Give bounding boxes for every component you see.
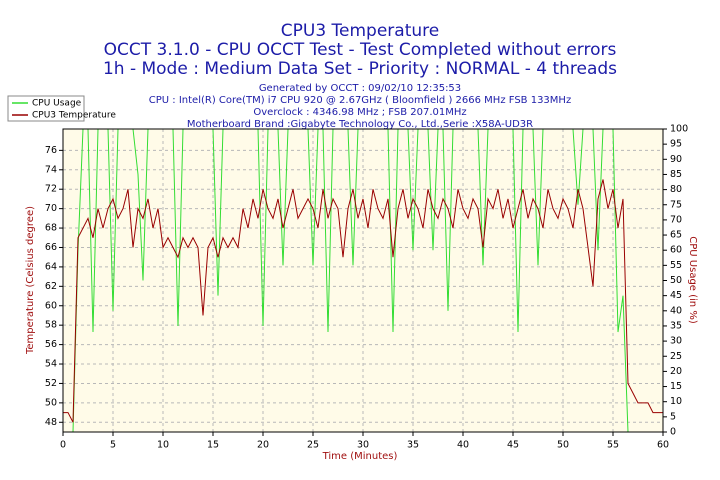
x-tick-label: 35 (407, 440, 419, 451)
y2-tick-label: 60 (670, 245, 682, 256)
chart-subtitle: OCCT 3.1.0 - CPU OCCT Test - Test Comple… (104, 40, 617, 60)
x-tick-label: 45 (507, 440, 519, 451)
y-tick-label: 56 (45, 339, 57, 350)
y2-tick-label: 15 (670, 381, 682, 392)
x-tick-label: 5 (110, 440, 116, 451)
x-tick-label: 0 (60, 440, 66, 451)
y2-axis-label: CPU Usage (in %) (687, 236, 698, 324)
info-line: Motherboard Brand :Gigabyte Technology C… (187, 119, 533, 130)
y-tick-label: 62 (45, 281, 57, 292)
y2-tick-label: 65 (670, 230, 682, 241)
y-tick-label: 58 (45, 320, 57, 331)
x-tick-label: 60 (657, 440, 669, 451)
y2-tick-label: 90 (670, 154, 682, 165)
x-tick-label: 55 (607, 440, 619, 451)
y2-tick-label: 85 (670, 169, 682, 180)
x-tick-label: 10 (157, 440, 169, 451)
y-axis-label: Temperature (Celsius degree) (25, 206, 36, 355)
info-line: Generated by OCCT : 09/02/10 12:35:53 (259, 83, 461, 94)
x-tick-label: 50 (557, 440, 569, 451)
y2-tick-label: 10 (670, 396, 682, 407)
y-tick-label: 60 (45, 300, 57, 311)
y-tick-label: 76 (45, 145, 57, 156)
y2-tick-label: 45 (670, 290, 682, 301)
y-tick-label: 74 (45, 164, 57, 175)
y2-tick-label: 75 (670, 199, 682, 210)
y2-tick-label: 80 (670, 184, 682, 195)
y2-tick-label: 20 (670, 366, 682, 377)
x-tick-label: 15 (207, 440, 219, 451)
y2-tick-label: 35 (670, 320, 682, 331)
y-tick-label: 54 (45, 359, 57, 370)
y-tick-label: 50 (45, 397, 57, 408)
series-line (63, 179, 663, 423)
y-tick-label: 68 (45, 223, 57, 234)
x-axis-label: Time (Minutes) (322, 451, 398, 462)
info-line: Overclock : 4346.98 MHz ; FSB 207.01MHz (253, 107, 466, 118)
y2-tick-label: 30 (670, 336, 682, 347)
y2-tick-label: 0 (670, 427, 676, 438)
x-tick-label: 25 (307, 440, 319, 451)
y-tick-label: 64 (45, 261, 57, 272)
y2-tick-label: 100 (670, 124, 688, 135)
y2-tick-label: 95 (670, 139, 682, 150)
legend-label: CPU3 Temperature (32, 111, 116, 121)
y2-tick-label: 40 (670, 305, 682, 316)
info-line: CPU : Intel(R) Core(TM) i7 CPU 920 @ 2.6… (149, 95, 571, 106)
y-tick-label: 48 (45, 417, 57, 428)
y-tick-label: 72 (45, 184, 57, 195)
y2-tick-label: 70 (670, 214, 682, 225)
y2-tick-label: 25 (670, 351, 682, 362)
chart-title: CPU3 Temperature (281, 21, 439, 41)
y-tick-label: 52 (45, 378, 57, 389)
plot-border (62, 128, 664, 433)
y-tick-label: 70 (45, 203, 57, 214)
legend-label: CPU Usage (32, 99, 82, 109)
y2-tick-label: 55 (670, 260, 682, 271)
y2-tick-label: 5 (670, 411, 676, 422)
legend-box (7, 95, 85, 122)
x-tick-label: 30 (357, 440, 369, 451)
y-tick-label: 66 (45, 242, 57, 253)
x-tick-label: 20 (257, 440, 269, 451)
x-tick-label: 40 (457, 440, 469, 451)
y2-tick-label: 50 (670, 275, 682, 286)
chart-subtitle: 1h - Mode : Medium Data Set - Priority :… (103, 59, 617, 79)
